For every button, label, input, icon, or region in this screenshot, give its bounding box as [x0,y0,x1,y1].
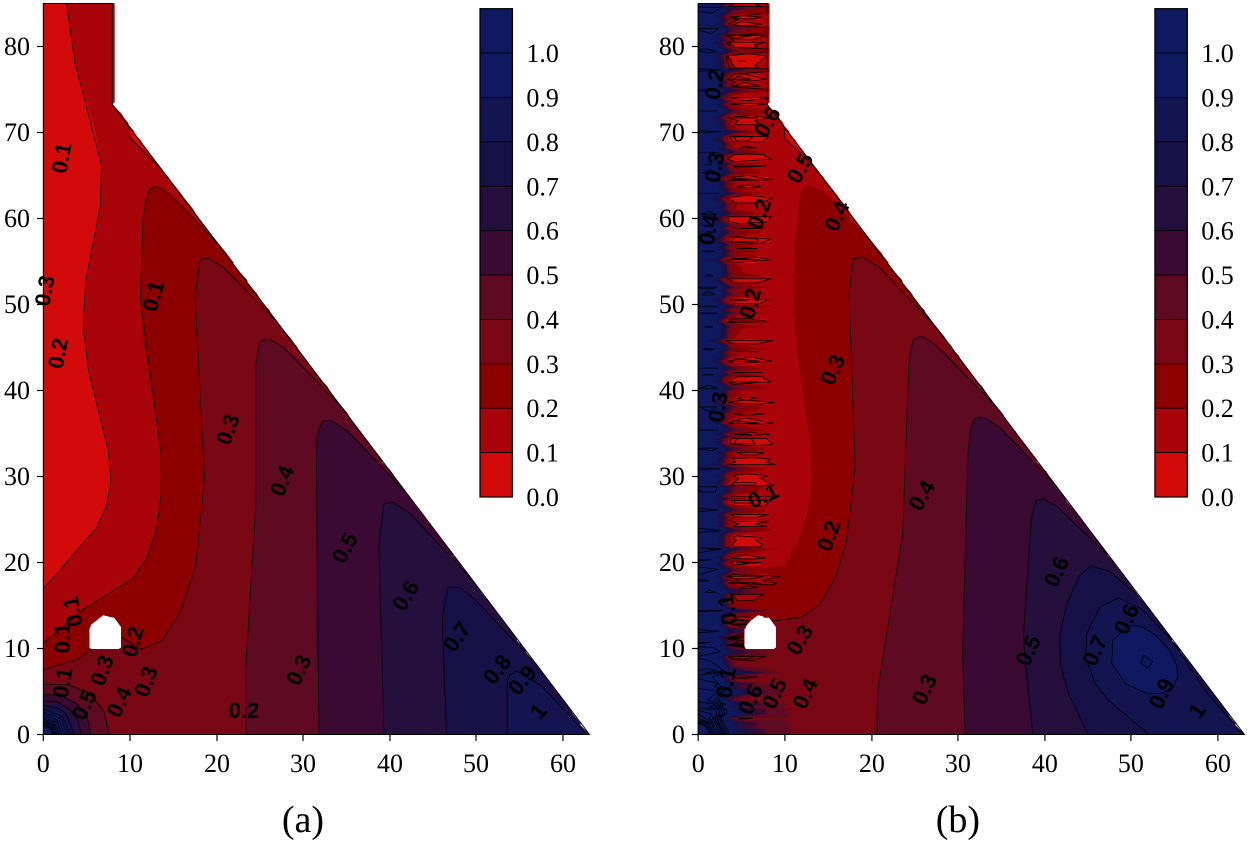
svg-text:0.8: 0.8 [526,128,559,157]
svg-text:60: 60 [1205,749,1231,778]
svg-text:0.0: 0.0 [526,483,559,512]
svg-text:0: 0 [17,720,30,749]
svg-text:30: 30 [945,749,971,778]
svg-text:80: 80 [659,32,685,61]
svg-text:0: 0 [672,720,685,749]
svg-text:0.6: 0.6 [526,217,559,246]
svg-text:1.0: 1.0 [526,39,559,68]
svg-text:40: 40 [659,376,685,405]
svg-text:(a): (a) [282,799,324,841]
svg-text:0.9: 0.9 [526,84,559,113]
svg-text:40: 40 [377,749,403,778]
svg-text:50: 50 [4,290,30,319]
svg-text:20: 20 [204,749,230,778]
svg-text:0.1: 0.1 [50,623,75,654]
svg-text:30: 30 [4,462,30,491]
svg-text:0.4: 0.4 [1201,305,1234,334]
svg-text:50: 50 [1118,749,1144,778]
svg-text:0.5: 0.5 [526,261,559,290]
svg-text:0.2: 0.2 [229,698,260,723]
svg-text:60: 60 [550,749,576,778]
svg-text:50: 50 [463,749,489,778]
svg-text:0.3: 0.3 [703,390,733,424]
svg-text:0: 0 [37,749,50,778]
svg-text:0.3: 0.3 [1201,350,1234,379]
svg-text:0.1: 0.1 [526,439,559,468]
svg-text:0.1: 0.1 [48,665,78,699]
svg-text:30: 30 [659,462,685,491]
svg-text:50: 50 [659,290,685,319]
svg-text:30: 30 [290,749,316,778]
svg-text:20: 20 [859,749,885,778]
svg-text:0.3: 0.3 [700,150,730,184]
svg-text:0.6: 0.6 [1201,217,1234,246]
svg-text:0.7: 0.7 [1201,172,1234,201]
svg-text:0.8: 0.8 [1201,128,1234,157]
svg-text:0.0: 0.0 [1201,483,1234,512]
svg-text:40: 40 [4,376,30,405]
svg-text:0.2: 0.2 [1201,394,1234,423]
svg-text:1.0: 1.0 [1201,39,1234,68]
svg-text:0.4: 0.4 [526,305,559,334]
svg-text:0.9: 0.9 [1201,84,1234,113]
svg-text:0.2: 0.2 [526,394,559,423]
svg-text:70: 70 [4,118,30,147]
svg-text:60: 60 [659,204,685,233]
svg-text:10: 10 [4,634,30,663]
svg-text:20: 20 [659,548,685,577]
svg-text:0.2: 0.2 [43,336,73,370]
svg-text:70: 70 [659,118,685,147]
svg-text:0.1: 0.1 [47,141,77,175]
svg-text:80: 80 [4,32,30,61]
svg-text:10: 10 [659,634,685,663]
svg-text:0.1: 0.1 [1201,439,1234,468]
svg-text:0.1: 0.1 [711,666,741,700]
svg-text:0: 0 [692,749,705,778]
svg-text:(b): (b) [936,799,980,841]
svg-text:20: 20 [4,548,30,577]
svg-text:10: 10 [772,749,798,778]
svg-text:40: 40 [1032,749,1058,778]
svg-text:0.3: 0.3 [526,350,559,379]
svg-text:0.3: 0.3 [30,273,60,307]
svg-text:0.2: 0.2 [700,67,730,101]
svg-text:10: 10 [117,749,143,778]
svg-text:0.5: 0.5 [1201,261,1234,290]
svg-text:0.7: 0.7 [526,172,559,201]
svg-text:0.1: 0.1 [712,592,742,626]
svg-text:60: 60 [4,204,30,233]
